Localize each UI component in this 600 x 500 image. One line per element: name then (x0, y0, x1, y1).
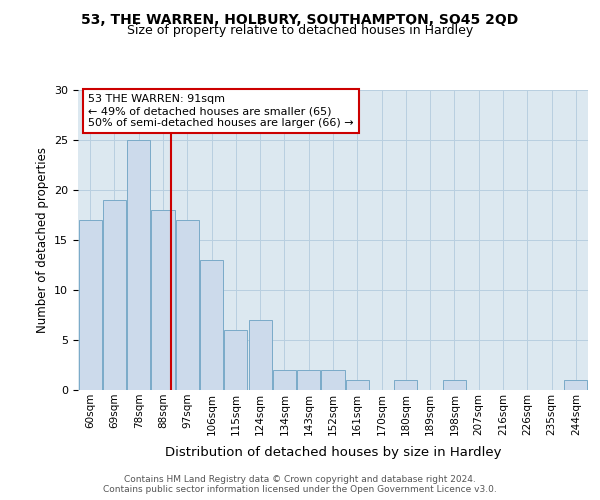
Text: Size of property relative to detached houses in Hardley: Size of property relative to detached ho… (127, 24, 473, 37)
Bar (273, 370, 296, 390)
Bar (176, 220, 199, 390)
Bar (322, 370, 344, 390)
Text: 53 THE WARREN: 91sqm
← 49% of detached houses are smaller (65)
50% of semi-detac: 53 THE WARREN: 91sqm ← 49% of detached h… (88, 94, 354, 128)
Bar (297, 370, 320, 390)
Bar (565, 380, 587, 390)
Bar (346, 380, 369, 390)
Text: Contains public sector information licensed under the Open Government Licence v3: Contains public sector information licen… (103, 486, 497, 494)
Bar (127, 140, 150, 390)
Text: Contains HM Land Registry data © Crown copyright and database right 2024.: Contains HM Land Registry data © Crown c… (124, 476, 476, 484)
Bar (103, 200, 126, 390)
Bar (224, 330, 247, 390)
Bar (443, 380, 466, 390)
Text: 53, THE WARREN, HOLBURY, SOUTHAMPTON, SO45 2QD: 53, THE WARREN, HOLBURY, SOUTHAMPTON, SO… (82, 12, 518, 26)
Bar (79, 220, 101, 390)
Bar (248, 320, 272, 390)
Y-axis label: Number of detached properties: Number of detached properties (35, 147, 49, 333)
Text: Distribution of detached houses by size in Hardley: Distribution of detached houses by size … (165, 446, 501, 459)
Bar (200, 260, 223, 390)
Bar (151, 210, 175, 390)
Bar (394, 380, 418, 390)
